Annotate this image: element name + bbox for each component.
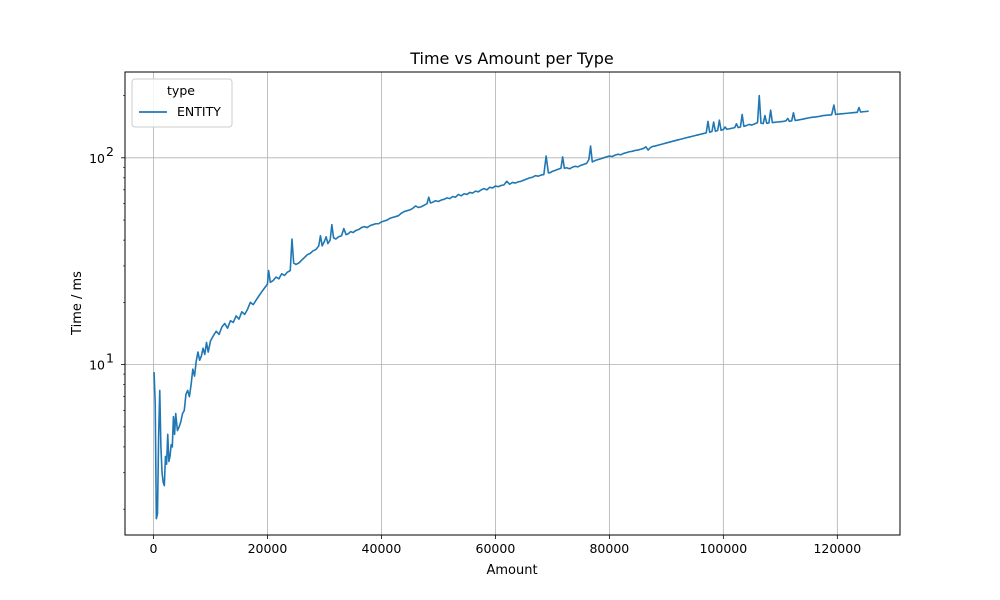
x-tick-label: 120000 [813,541,861,556]
y-tick-exponent: 1 [106,351,114,366]
y-axis-label: Time / ms [70,271,85,336]
x-tick-label: 80000 [589,541,629,556]
legend: type ENTITY [131,78,233,128]
x-axis-label: Amount [486,563,537,578]
legend-entry-entity: ENTITY [177,104,221,119]
x-tick-label: 100000 [699,541,747,556]
chart-title: Time vs Amount per Type [409,49,614,68]
y-tick-exponent: 2 [106,144,114,159]
legend-title: type [167,83,195,98]
x-tick-label: 20000 [248,541,288,556]
series-layer [153,94,869,520]
plot-frame [124,71,901,536]
legend-frame [131,78,233,128]
x-axis: 0 20000 40000 60000 80000 100000 120000 [150,535,861,556]
y-tick-label: 10 [89,151,105,166]
y-tick-label: 10 [89,358,105,373]
x-tick-label: 40000 [362,541,402,556]
x-tick-label: 60000 [476,541,516,556]
series-line-entity [153,94,869,520]
grid-layer [125,72,900,535]
x-tick-label: 0 [150,541,158,556]
